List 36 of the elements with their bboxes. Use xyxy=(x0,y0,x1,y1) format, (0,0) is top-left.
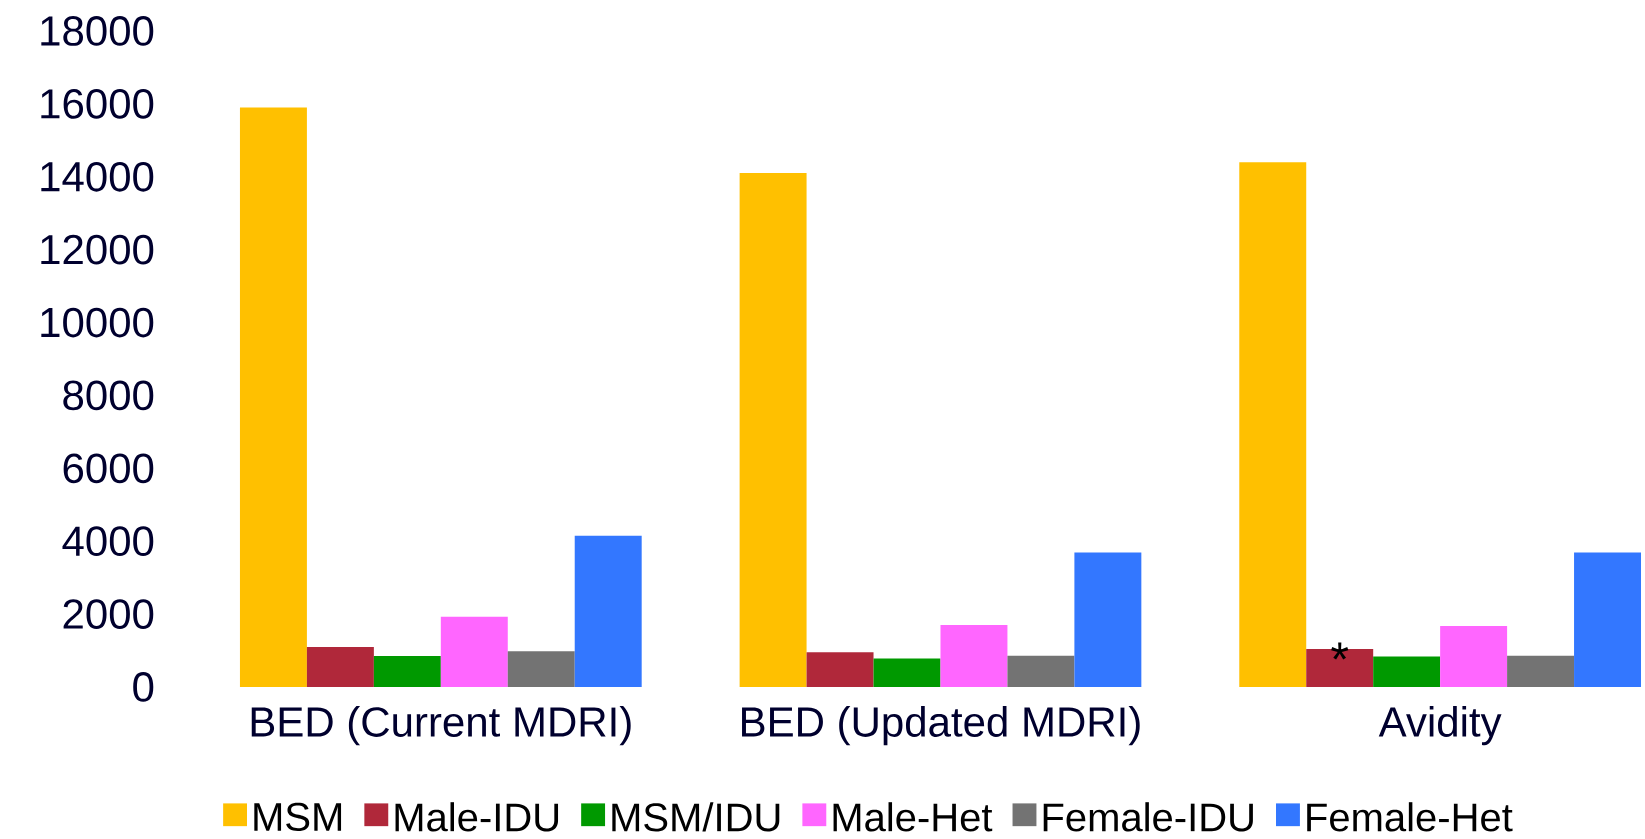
bar xyxy=(1239,162,1307,687)
bar xyxy=(940,625,1008,687)
bar xyxy=(1507,655,1575,687)
bar xyxy=(373,656,441,687)
legend-label: Male-Het xyxy=(833,802,993,832)
legend-label: Female-Het xyxy=(1307,802,1513,832)
legend-label: Female-IDU xyxy=(1043,802,1253,832)
legend-label: MSM xyxy=(254,802,342,832)
bar xyxy=(239,107,307,687)
bar xyxy=(1373,656,1441,687)
bar xyxy=(1074,552,1142,687)
legend-label: Male-IDU xyxy=(395,802,559,832)
y-tick-label: 0 xyxy=(133,672,154,702)
x-tick-label: BED (Current MDRI) xyxy=(251,706,631,746)
bar xyxy=(1007,655,1075,687)
y-tick-label: 4000 xyxy=(62,526,154,557)
y-tick-label: 18000 xyxy=(41,16,154,46)
bar xyxy=(507,651,575,687)
y-tick-label: 14000 xyxy=(41,161,154,192)
x-tick-label: Avidity xyxy=(1378,706,1502,746)
y-tick-label: 2000 xyxy=(63,599,154,629)
y-tick-label: 8000 xyxy=(63,380,154,411)
bar xyxy=(739,173,807,687)
bar xyxy=(1574,552,1642,687)
bar xyxy=(873,658,941,687)
y-tick-label: 16000 xyxy=(41,89,154,119)
y-tick-label: 10000 xyxy=(41,307,154,338)
bar xyxy=(1440,626,1508,687)
y-tick-label: 12000 xyxy=(41,234,154,265)
bar xyxy=(306,646,374,687)
bar xyxy=(806,652,874,687)
bar xyxy=(574,535,642,687)
legend-label: MSM/IDU xyxy=(612,802,780,832)
y-tick-label: 6000 xyxy=(63,453,154,484)
bar xyxy=(440,616,508,687)
x-tick-label: BED (Updated MDRI) xyxy=(742,706,1140,746)
